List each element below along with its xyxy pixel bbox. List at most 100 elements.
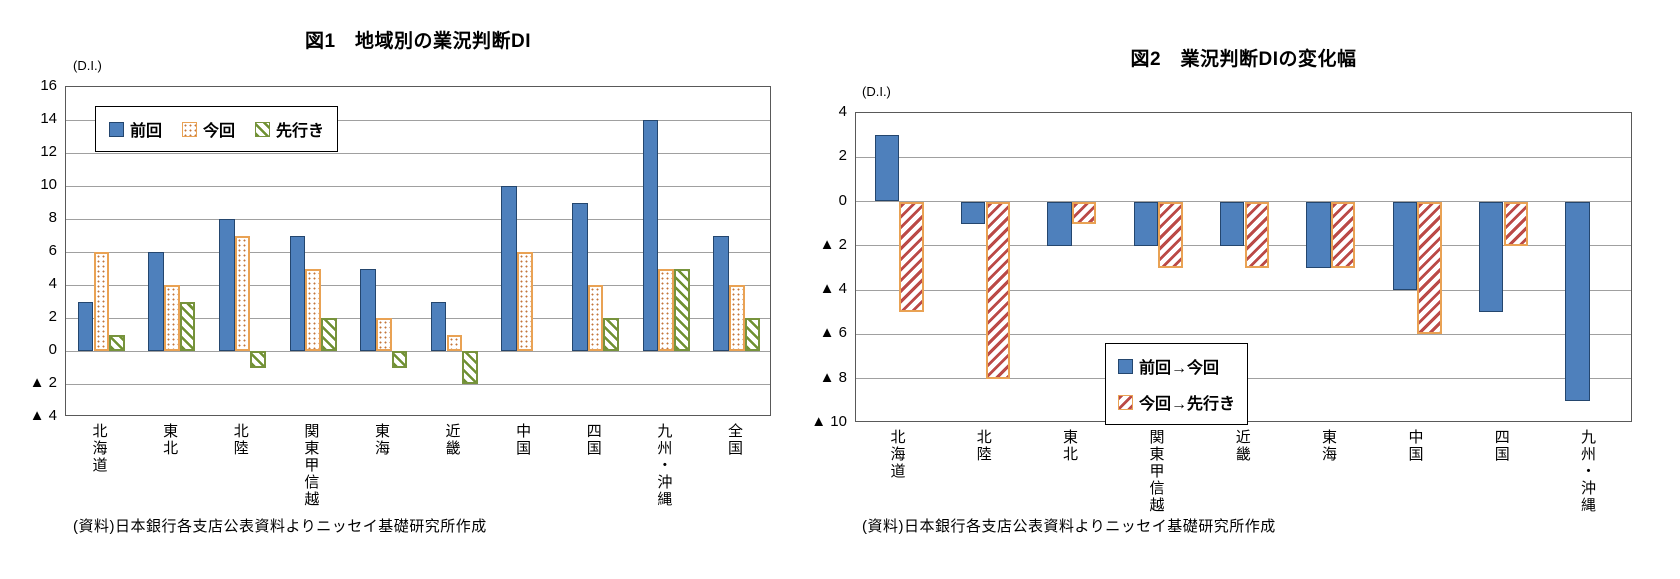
bar (1478, 201, 1504, 313)
bar (250, 351, 266, 368)
x-axis-category-label: 北陸 (974, 429, 992, 463)
bar (1219, 201, 1245, 246)
bar (1244, 201, 1270, 268)
bar (219, 219, 235, 351)
x-axis-category-label: 東海 (1320, 429, 1338, 463)
figure2-source-note: (資料)日本銀行各支店公表資料よりニッセイ基礎研究所作成 (862, 518, 1276, 535)
y-axis-tick-label: ▲ 2 (819, 235, 847, 253)
bar (179, 301, 196, 351)
bar (1565, 201, 1590, 401)
x-axis-category-label: 東北 (161, 423, 179, 457)
figure2-legend-item-prev-to-current: 前回→今回 (1118, 354, 1235, 378)
figure1-source-note: (資料)日本銀行各支店公表資料よりニッセイ基礎研究所作成 (73, 518, 487, 535)
x-axis-category-label: 関東甲信越 (1147, 429, 1165, 514)
gridline (856, 156, 1631, 158)
bar (93, 252, 110, 351)
y-axis-tick-label: ▲ 10 (811, 413, 847, 430)
y-axis-tick-label: 2 (838, 147, 847, 165)
gridline (856, 245, 1631, 247)
figure2-title: 図2 業況判断DIの変化幅 (1130, 49, 1357, 70)
figure1-plot-area (65, 86, 771, 416)
bar (1330, 201, 1356, 268)
x-axis-category-label: 近畿 (1233, 429, 1251, 463)
x-axis-category-label: 北海道 (90, 423, 108, 474)
bar (642, 120, 659, 351)
bar (289, 235, 306, 351)
gridline (66, 284, 770, 286)
x-axis-category-label: 東海 (372, 423, 390, 457)
bar (305, 268, 321, 351)
legend-swatch-red-hatch-icon (1118, 394, 1133, 410)
figure1-legend-label-previous: 前回 (130, 123, 163, 140)
x-axis-category-label: 全国 (725, 423, 743, 457)
bar (1071, 201, 1097, 224)
figure2-legend-label-current-to-outlook: 今回→先行き (1139, 396, 1236, 413)
bar (462, 351, 478, 384)
figure2-unit-label: (D.I.) (862, 84, 891, 99)
bar (587, 285, 604, 351)
figure1-legend-item-current: 今回 (182, 117, 235, 141)
bar (658, 268, 674, 351)
figure1-legend-item-previous: 前回 (109, 117, 162, 141)
y-axis-tick-label: ▲ 6 (819, 324, 847, 342)
bar (1158, 201, 1183, 268)
gridline (66, 119, 770, 121)
gridline (66, 152, 770, 154)
legend-swatch-orange-dotted-icon (182, 121, 198, 137)
x-axis-category-label: 中国 (1406, 429, 1424, 463)
bar (673, 268, 690, 351)
x-axis-category-label: 北海道 (888, 429, 906, 480)
x-axis-category-label: 北陸 (231, 423, 249, 457)
bar (1392, 201, 1418, 291)
y-axis-tick-label: ▲ 4 (29, 407, 57, 424)
figure1-legend-label-outlook: 先行き (276, 123, 325, 140)
figure1-legend: 前回 今回 先行き (95, 106, 339, 152)
y-axis-tick-label: 0 (48, 341, 57, 358)
bar (985, 201, 1011, 379)
bar (713, 235, 729, 351)
bar (320, 318, 337, 351)
legend-swatch-green-hatch-icon (255, 121, 271, 137)
bar (728, 285, 745, 351)
figure1-legend-label-current: 今回 (203, 123, 236, 140)
bar (960, 201, 986, 224)
bar (899, 201, 924, 313)
bar (744, 318, 761, 351)
figure2-legend-label-prev-to-current: 前回→今回 (1139, 360, 1220, 377)
y-axis-tick-label: 4 (838, 103, 847, 120)
bar (148, 252, 165, 351)
bar (375, 318, 392, 351)
gridline (66, 383, 770, 385)
y-axis-tick-label: 16 (40, 77, 57, 94)
figure2-legend: 前回→今回 今回→先行き (1105, 343, 1249, 425)
bar (572, 202, 588, 351)
figure2-legend-item-current-to-outlook: 今回→先行き (1118, 390, 1235, 414)
y-axis-tick-label: 0 (838, 191, 847, 209)
bar (1306, 201, 1331, 268)
bar (391, 351, 408, 368)
legend-swatch-blue-solid-icon (1118, 358, 1133, 374)
x-axis-category-label: 四国 (584, 423, 602, 457)
gridline (66, 317, 770, 319)
gridline (66, 185, 770, 187)
x-axis-category-label: 関東甲信越 (302, 423, 320, 508)
gridline (66, 251, 770, 253)
bar (874, 135, 900, 202)
y-axis-tick-label: 8 (48, 209, 57, 226)
bar (1417, 201, 1442, 335)
bar (603, 318, 619, 351)
gridline (66, 218, 770, 220)
bar (1047, 201, 1072, 246)
y-axis-tick-label: 14 (40, 110, 57, 127)
bar (446, 334, 463, 351)
y-axis-tick-label: ▲ 4 (819, 280, 847, 298)
figure1-legend-item-outlook: 先行き (255, 117, 324, 141)
x-axis-category-label: 東北 (1061, 429, 1079, 463)
bar (1133, 201, 1159, 246)
gridline (856, 289, 1631, 291)
x-axis-category-label: 九州・沖縄 (1579, 429, 1597, 514)
bar (1503, 201, 1529, 246)
y-axis-tick-label: 6 (48, 242, 57, 259)
bar (501, 186, 518, 351)
